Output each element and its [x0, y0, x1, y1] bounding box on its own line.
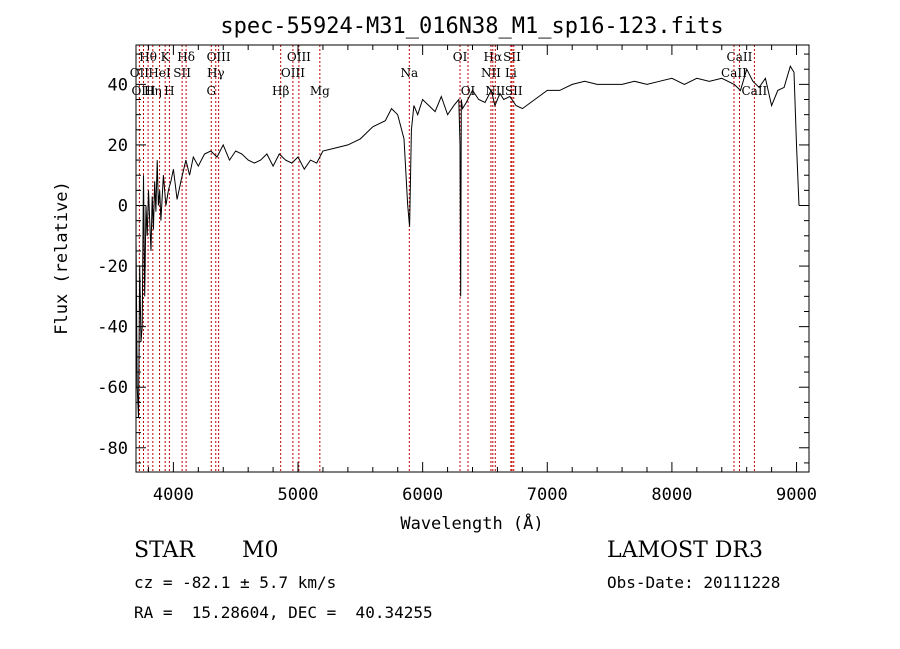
y-tick-label: -80 — [97, 439, 128, 459]
y-tick-label: -20 — [97, 257, 128, 277]
line-marker-label: CaII — [721, 66, 747, 80]
line-marker-label: CaII — [727, 50, 753, 64]
line-marker-label: OIII — [207, 50, 231, 64]
line-marker-label: SII — [505, 84, 523, 98]
line-marker-label: OI — [461, 84, 476, 98]
y-tick-label: 20 — [108, 136, 128, 156]
line-marker-label: NII — [481, 66, 501, 80]
object-class: STAR — [134, 538, 195, 563]
x-tick-label: 5000 — [278, 485, 319, 505]
y-axis-ticks: -80 -60 -40 -20 0 20 40 — [97, 53, 809, 464]
x-axis-ticks: 4000 5000 6000 7000 8000 9000 — [147, 45, 817, 505]
line-marker-label: H — [164, 84, 174, 98]
x-tick-label: 9000 — [776, 485, 817, 505]
line-marker-label: Hβ — [272, 84, 289, 98]
observation-date: Obs-Date: 20111228 — [607, 573, 781, 592]
x-axis-label: Wavelength (Å) — [400, 512, 543, 534]
coordinates-readout: RA = 15.28604, DEC = 40.34255 — [134, 603, 433, 622]
line-marker-label: Hθ — [139, 50, 157, 64]
line-marker-label: Na — [400, 66, 418, 80]
line-marker-label: G — [206, 84, 216, 98]
object-subclass: M0 — [242, 538, 279, 563]
x-tick-label: 4000 — [153, 485, 194, 505]
plot-frame — [135, 44, 810, 473]
line-marker-label: K — [161, 50, 171, 64]
line-marker-label: HeI — [148, 66, 171, 80]
line-marker-label: OII — [130, 66, 150, 80]
chart-title: spec-55924-M31_016N38_M1_sp16-123.fits — [220, 14, 723, 39]
line-marker-label: OIII — [287, 50, 311, 64]
line-marker-label: Hγ — [207, 66, 225, 80]
line-marker-label: CaII — [741, 84, 767, 98]
y-tick-label: -40 — [97, 318, 128, 338]
line-marker-label: OIII — [281, 66, 305, 80]
y-tick-label: -60 — [97, 378, 128, 398]
y-tick-label: 0 — [118, 197, 128, 217]
survey-name: LAMOST DR3 — [607, 538, 763, 563]
spectrum-line — [135, 64, 800, 418]
line-marker-label: Hδ — [177, 50, 195, 64]
x-tick-label: 7000 — [527, 485, 568, 505]
y-tick-label: 40 — [108, 75, 128, 95]
y-axis-label: Flux (relative) — [52, 181, 72, 335]
line-marker-label: Li — [505, 66, 517, 80]
x-tick-label: 8000 — [651, 485, 692, 505]
line-marker-label: Mg — [310, 84, 330, 98]
line-marker-label: Hη — [144, 84, 162, 98]
line-marker-label: Hα — [484, 50, 503, 64]
line-marker-label: OI — [453, 50, 468, 64]
spectrum-series — [135, 64, 800, 418]
line-marker-label: SII — [503, 50, 521, 64]
velocity-readout: cz = -82.1 ± 5.7 km/s — [134, 573, 337, 592]
line-marker-label: OIII — [131, 84, 155, 98]
line-marker-label: SII — [173, 66, 191, 80]
x-tick-label: 6000 — [402, 485, 443, 505]
